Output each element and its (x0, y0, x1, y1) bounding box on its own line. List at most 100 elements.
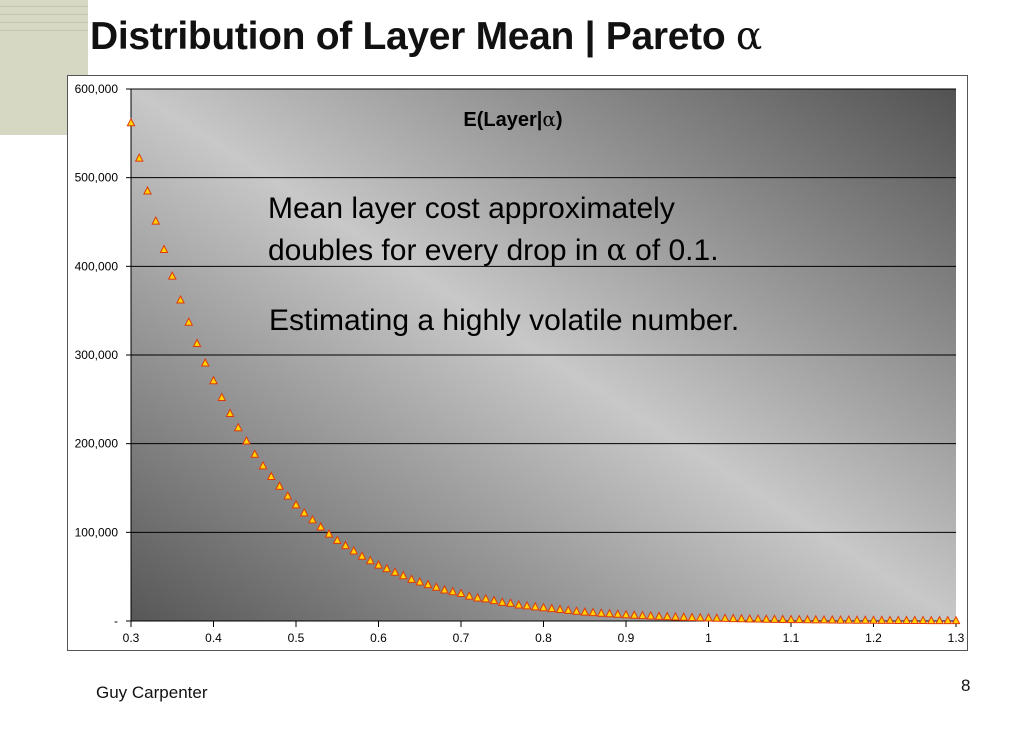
data-point (192, 338, 202, 347)
data-point (489, 595, 499, 605)
data-point (860, 615, 870, 624)
chart-title-alpha-symbol: α (542, 107, 556, 131)
page-number: 8 (961, 676, 971, 695)
chart-title: E(Layer|α) (463, 107, 562, 131)
data-point (679, 612, 689, 621)
data-point (299, 507, 309, 517)
decorative-line (0, 14, 88, 15)
data-point (844, 615, 854, 624)
data-point (464, 591, 474, 600)
scatter-chart: 0.3 0.4 0.5 0.6 0.7 0.8 0.9 1 1.1 1.2 1.3 - 100,000… (75, 82, 965, 645)
data-point (275, 481, 284, 490)
data-point (926, 615, 936, 625)
data-point (720, 613, 730, 622)
data-point (530, 601, 540, 611)
data-point (398, 570, 408, 580)
annotation-line-2-suffix: of 0.1. (627, 234, 719, 267)
data-point (547, 603, 557, 613)
x-tick-label: 0.9 (618, 631, 635, 645)
y-tick-label: 100,000 (75, 525, 119, 539)
data-point (687, 612, 697, 622)
data-point (572, 606, 581, 615)
annotation-line-2-prefix: doubles for every drop in (268, 234, 607, 267)
data-point (646, 610, 656, 620)
data-point (836, 614, 845, 624)
data-point (605, 608, 614, 618)
data-point (159, 244, 169, 253)
data-point (803, 614, 812, 624)
x-tick-label: 0.6 (370, 631, 387, 645)
data-point (827, 614, 837, 624)
data-point (869, 615, 878, 624)
slide-title-text: Distribution of Layer Mean | Pareto (90, 15, 736, 58)
data-point (365, 555, 375, 565)
x-tick-label: 1.1 (783, 631, 800, 645)
x-tick-label: 0.7 (453, 631, 470, 645)
data-point (712, 613, 722, 622)
data-point (250, 449, 260, 458)
data-point (522, 600, 532, 610)
data-point (629, 610, 639, 619)
slide-title-alpha-symbol: α (735, 14, 762, 59)
data-point (374, 560, 383, 569)
data-point (555, 604, 565, 613)
decorative-line (0, 30, 88, 31)
data-point (885, 615, 895, 624)
data-point (316, 521, 326, 531)
data-point (126, 117, 136, 127)
annotation-line-1: Mean layer cost approximately (268, 192, 675, 225)
data-point (134, 153, 144, 162)
data-point (935, 615, 944, 625)
data-point (753, 613, 763, 623)
data-point (761, 614, 771, 623)
data-point (225, 408, 235, 418)
data-point (539, 602, 548, 612)
data-point (382, 563, 392, 573)
data-point (151, 216, 161, 225)
data-point (217, 392, 227, 402)
data-point (786, 614, 796, 624)
x-tick-label: 0.3 (123, 631, 140, 645)
data-point (671, 611, 680, 621)
data-point (440, 584, 449, 594)
data-point (341, 540, 350, 550)
x-tick-labels: 0.3 0.4 0.5 0.6 0.7 0.8 0.9 1 1.1 1.2 1.3 (123, 631, 965, 645)
x-tick-label: 0.8 (535, 631, 552, 645)
data-point (778, 614, 788, 623)
data-point (819, 614, 829, 624)
decorative-line (0, 22, 88, 23)
data-point (695, 612, 705, 622)
x-tick-label: 0.4 (205, 631, 222, 645)
data-point (176, 294, 185, 304)
data-point (423, 579, 433, 589)
data-point (902, 615, 911, 624)
data-point (357, 551, 367, 560)
data-point (506, 598, 515, 607)
data-point (167, 270, 177, 280)
data-point (910, 615, 920, 625)
data-point (332, 535, 342, 544)
data-point (704, 612, 713, 622)
annotation-line-3: Estimating a highly volatile number. (269, 304, 739, 337)
data-point (497, 597, 507, 606)
chart-frame: 0.3 0.4 0.5 0.6 0.7 0.8 0.9 1 1.1 1.2 1.3 - 100,000… (67, 75, 968, 651)
slide-title: Distribution of Layer Mean | Pareto α (90, 14, 762, 59)
data-point (242, 435, 251, 445)
data-point (390, 567, 400, 576)
x-tick-label: 0.5 (288, 631, 305, 645)
data-markers (126, 117, 961, 625)
data-point (794, 614, 804, 624)
chart-title-suffix: ) (556, 109, 563, 131)
x-tick-label: 1.2 (865, 631, 882, 645)
y-tick-label: 600,000 (75, 82, 119, 96)
data-point (588, 607, 598, 617)
data-point (811, 614, 821, 624)
chart-title-prefix: E(Layer| (463, 109, 542, 131)
data-point (621, 609, 631, 619)
y-tick-label: 300,000 (75, 348, 119, 362)
data-point (918, 615, 928, 625)
data-point (514, 599, 524, 609)
data-point (209, 375, 218, 385)
data-point (456, 588, 466, 598)
data-point (654, 611, 664, 620)
